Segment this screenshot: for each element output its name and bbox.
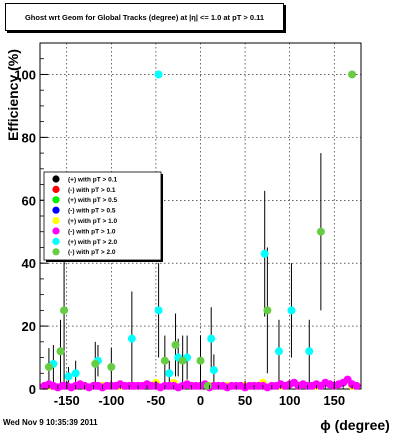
x-tick-label: 150 <box>323 393 345 408</box>
x-tick-label: -50 <box>147 393 166 408</box>
x-axis-label: ϕ (degree) <box>320 417 390 433</box>
data-point <box>287 306 296 315</box>
legend-marker <box>52 185 60 193</box>
legend-marker <box>52 196 60 204</box>
data-point <box>305 347 314 356</box>
y-tick-label: 60 <box>22 193 36 208</box>
x-tick-label: 0 <box>197 393 204 408</box>
legend-marker <box>52 206 60 214</box>
data-point <box>107 362 116 371</box>
data-point <box>260 249 269 258</box>
data-point <box>60 306 69 315</box>
legend-marker <box>52 217 60 225</box>
x-tick-label: -100 <box>98 393 124 408</box>
legend <box>43 171 162 261</box>
data-point <box>154 70 163 79</box>
legend-entry: (+) with pT > 1.0 <box>68 218 118 225</box>
data-point <box>160 356 169 365</box>
data-point <box>127 334 136 343</box>
data-point <box>154 306 163 315</box>
x-tick-label: 50 <box>238 393 252 408</box>
data-point <box>56 347 65 356</box>
timestamp: Wed Nov 9 10:35:39 2011 <box>3 418 98 427</box>
data-point <box>44 362 53 371</box>
y-axis-label: Efficiency (%) <box>5 49 21 141</box>
data-point <box>196 356 205 365</box>
legend-entry: (-) with pT > 2.0 <box>68 249 116 256</box>
legend-marker <box>52 175 60 183</box>
data-point <box>203 381 212 390</box>
legend-marker <box>52 237 60 245</box>
y-tick-label: 40 <box>22 256 36 271</box>
data-point <box>91 359 100 368</box>
data-point <box>178 356 187 365</box>
data-point <box>209 366 218 375</box>
legend-entry: (-) with pT > 1.0 <box>68 228 116 235</box>
legend-entry: (-) with pT > 0.1 <box>68 187 116 194</box>
data-point <box>64 372 73 381</box>
legend-entry: (-) with pT > 0.5 <box>68 208 116 215</box>
legend-entry: (+) with pT > 0.5 <box>68 197 118 204</box>
data-point <box>352 381 361 390</box>
data-point <box>71 369 80 378</box>
data-point <box>316 227 325 236</box>
legend-marker <box>52 227 60 235</box>
data-point <box>171 340 180 349</box>
legend-marker <box>52 248 60 256</box>
legend-entry: (+) with pT > 0.1 <box>68 176 118 183</box>
legend-entry: (+) with pT > 2.0 <box>68 239 118 246</box>
data-point <box>274 347 283 356</box>
y-tick-label: 100 <box>14 67 36 82</box>
x-tick-label: 100 <box>279 393 301 408</box>
x-tick-label: -150 <box>54 393 80 408</box>
data-point <box>165 369 174 378</box>
y-tick-label: 20 <box>22 319 36 334</box>
y-tick-label: 80 <box>22 130 36 145</box>
data-point <box>348 70 357 79</box>
y-tick-label: 0 <box>29 382 36 397</box>
chart-title: Ghost wrt Geom for Global Tracks (degree… <box>5 3 284 31</box>
data-point <box>263 306 272 315</box>
data-point <box>207 334 216 343</box>
